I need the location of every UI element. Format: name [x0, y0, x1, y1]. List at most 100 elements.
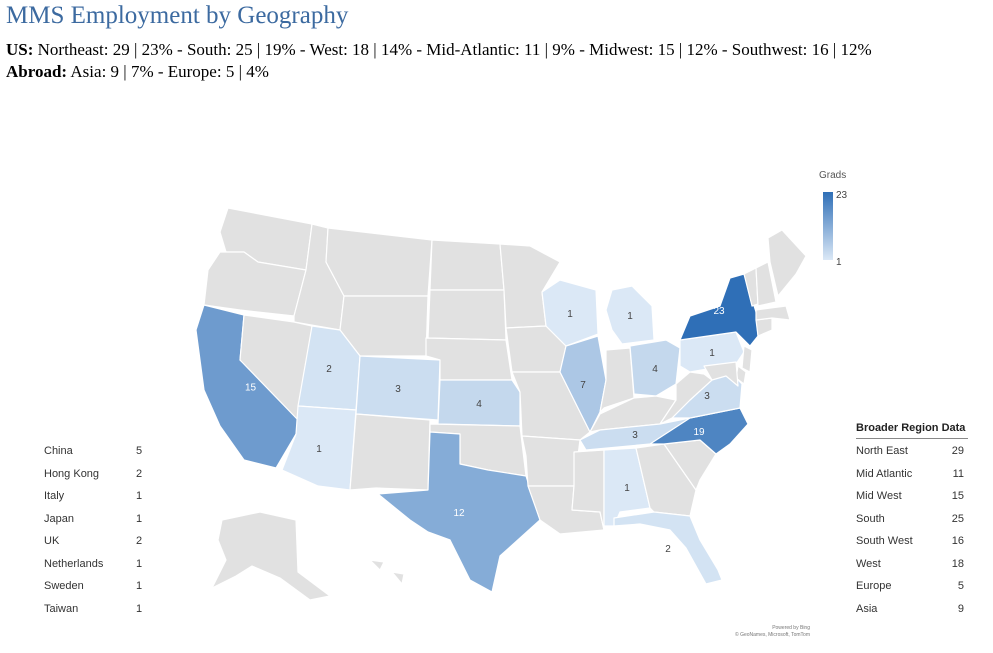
state-HI: [369, 559, 405, 585]
map-credit: Powered by Bing © GeoNames, Microsoft, T…: [726, 625, 810, 639]
table-row: China 5: [44, 445, 154, 468]
state-value-label-VA: 3: [704, 391, 710, 402]
state-FL: [613, 511, 723, 585]
table-row: Asia 9: [856, 603, 968, 626]
state-value-label-WI: 1: [567, 309, 573, 320]
table-row: Mid West 15: [856, 490, 968, 513]
us-label: US:: [6, 40, 34, 59]
state-ME: [767, 229, 807, 297]
table-row: UK 2: [44, 535, 154, 558]
region-value: 29: [951, 445, 964, 457]
region-name: North East: [856, 445, 908, 457]
regions-table: Broader Region Data North East 29 Mid Atl…: [856, 422, 968, 625]
legend-gradient-bar: [823, 192, 833, 260]
legend-max-label: 23: [836, 190, 848, 201]
legend-title: Grads: [819, 170, 847, 181]
state-SD: [427, 289, 507, 341]
region-value: 9: [957, 602, 964, 615]
table-row: Sweden 1: [44, 580, 154, 603]
state-value-label-NC: 19: [693, 427, 705, 438]
region-value: 5: [957, 580, 964, 592]
table-row: West 18: [856, 558, 968, 581]
region-name: South: [856, 512, 885, 525]
country-value: 1: [136, 490, 143, 502]
us-summary-line: US: Northeast: 29 | 23% - South: 25 | 19…: [6, 40, 872, 60]
state-value-label-AL: 1: [624, 483, 630, 494]
region-name: Asia: [856, 602, 878, 615]
state-value-label-CA: 15: [245, 383, 257, 394]
state-value-label-CO: 3: [395, 384, 401, 395]
country-name: Hong Kong: [44, 467, 100, 480]
country-name: Italy: [44, 490, 65, 502]
region-name: West: [856, 557, 881, 570]
state-AR: [521, 435, 581, 487]
state-value-label-AZ: 1: [316, 444, 322, 455]
country-name: UK: [44, 535, 60, 547]
country-name: Japan: [44, 512, 74, 525]
table-row: Europe 5: [856, 580, 968, 603]
table-row: Netherlands 1: [44, 558, 154, 581]
state-value-label-UT: 2: [326, 364, 332, 375]
state-value-label-TN: 3: [632, 430, 638, 441]
state-value-label-TX: 12: [453, 508, 465, 519]
credit-line-2: © GeoNames, Microsoft, TomTom: [735, 632, 810, 638]
state-AK: [211, 511, 331, 601]
region-name: Mid Atlantic: [856, 467, 913, 480]
region-name: Europe: [856, 580, 892, 592]
state-MD: [703, 361, 739, 387]
region-value: 25: [951, 512, 964, 525]
state-NH: [755, 261, 777, 307]
table-row: Mid Atlantic 11: [856, 468, 968, 491]
region-value: 15: [951, 490, 964, 502]
table-row: Hong Kong 2: [44, 468, 154, 491]
abroad-label: Abroad:: [6, 62, 68, 81]
state-value-label-IL: 7: [580, 380, 586, 391]
abroad-summary-text: Asia: 9 | 7% - Europe: 5 | 4%: [70, 62, 269, 81]
state-MT: [325, 227, 433, 297]
state-CT: [755, 317, 773, 337]
region-name: South West: [856, 535, 913, 547]
regions-table-header: Broader Region Data: [856, 422, 968, 439]
table-row: Italy 1: [44, 490, 154, 513]
state-WI: [541, 279, 599, 347]
table-row: Japan 1: [44, 513, 154, 536]
table-row: North East 29: [856, 445, 968, 468]
region-name: Mid West: [856, 490, 902, 502]
table-row: South West 16: [856, 535, 968, 558]
country-value: 1: [136, 602, 143, 615]
region-value: 11: [952, 467, 964, 480]
state-value-label-PA: 1: [709, 348, 715, 359]
country-value: 1: [136, 580, 143, 592]
page-title: MMS Employment by Geography: [6, 2, 349, 29]
country-name: China: [44, 445, 73, 457]
state-TX: [377, 431, 541, 593]
credit-line-1: Powered by Bing: [772, 625, 810, 631]
us-summary-text: Northeast: 29 | 23% - South: 25 | 19% - …: [37, 40, 872, 59]
country-value: 1: [136, 512, 143, 525]
table-row: South 25: [856, 513, 968, 536]
region-value: 18: [951, 557, 964, 570]
country-value: 1: [136, 557, 143, 570]
abroad-summary-line: Abroad: Asia: 9 | 7% - Europe: 5 | 4%: [6, 62, 269, 82]
country-value: 2: [136, 467, 143, 480]
table-row: Taiwan 1: [44, 603, 154, 626]
state-value-label-NY: 23: [713, 306, 725, 317]
state-ND: [429, 239, 505, 291]
country-name: Netherlands: [44, 557, 104, 570]
state-value-label-FL: 2: [665, 544, 671, 555]
country-value: 2: [136, 535, 143, 547]
legend-min-label: 1: [836, 257, 842, 268]
state-KS: [437, 379, 521, 427]
state-value-label-MI: 1: [627, 311, 633, 322]
state-NM: [349, 413, 431, 491]
country-value: 5: [136, 445, 143, 457]
state-MI: [605, 285, 655, 345]
state-value-label-KS: 4: [476, 399, 482, 410]
state-MA: [755, 305, 791, 321]
country-name: Sweden: [44, 580, 84, 592]
region-value: 16: [951, 535, 964, 547]
state-WV: [659, 371, 713, 425]
country-name: Taiwan: [44, 602, 79, 615]
